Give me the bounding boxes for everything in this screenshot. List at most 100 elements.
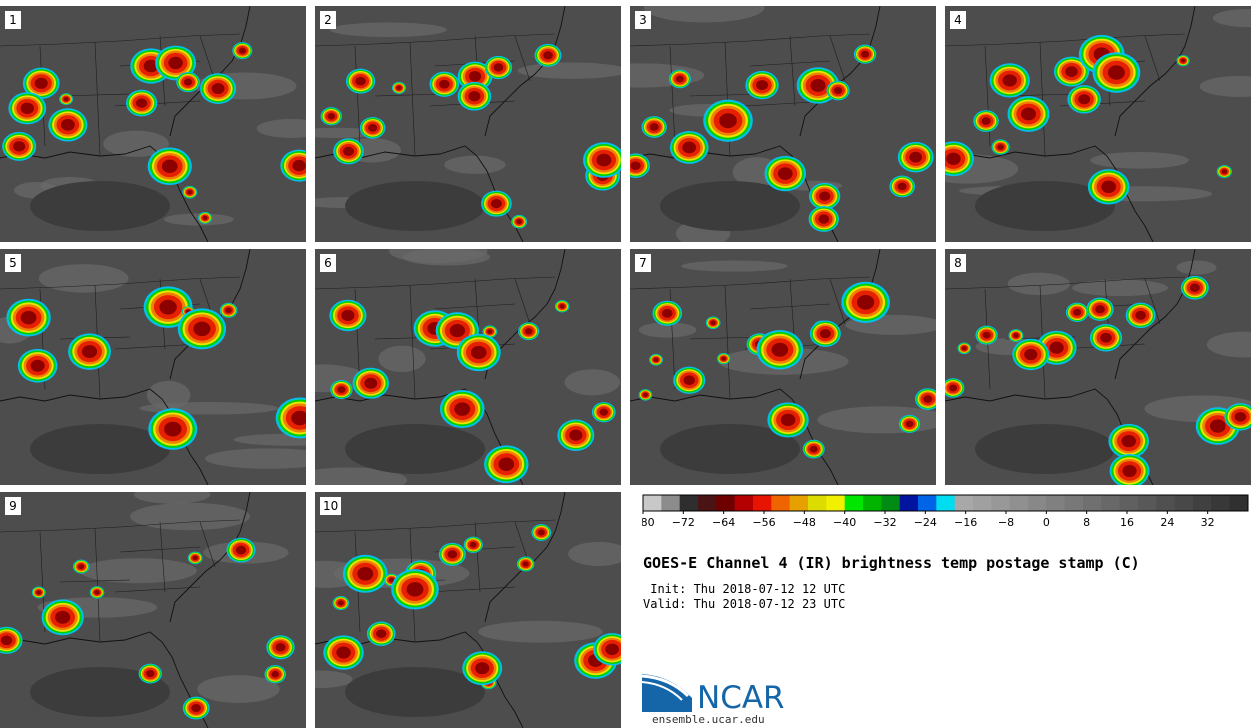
gulf-clear-area <box>30 667 170 717</box>
cloud-cluster <box>1007 96 1050 132</box>
figure-title: GOES-E Channel 4 (IR) brightness temp po… <box>643 554 1140 572</box>
colorbar-tick-label-2: −64 <box>712 516 735 529</box>
panel-number-2: 2 <box>320 11 336 29</box>
cloud-cluster <box>342 554 388 593</box>
cloud-cluster <box>332 596 350 611</box>
colorbar-bin-4 <box>716 495 736 511</box>
colorbar-bin-5 <box>734 495 754 511</box>
colorbar-bin-28 <box>1156 495 1176 511</box>
cloud-cluster <box>147 147 192 186</box>
cloud-cluster <box>630 153 650 178</box>
ir-map-4 <box>945 6 1251 242</box>
cloud-cluster <box>669 130 709 164</box>
cloud-cluster <box>266 635 295 660</box>
cloud-cluster <box>125 89 158 117</box>
ir-map-10 <box>315 492 621 728</box>
cloud-cluster <box>583 142 621 178</box>
cloud-cluster <box>484 445 529 484</box>
stamp-panel-1: 1 <box>0 6 306 242</box>
cloud-cluster <box>72 559 90 574</box>
colorbar-tick-label-13: 24 <box>1160 516 1174 529</box>
cloud-cluster <box>511 214 528 229</box>
cloud-cluster <box>456 333 501 372</box>
cloud-cluster <box>1012 338 1050 371</box>
cloud-cluster <box>1216 165 1232 179</box>
cloud-cluster <box>359 117 386 139</box>
cloud-cluster <box>808 206 839 232</box>
cloud-streak <box>681 260 788 272</box>
gulf-clear-area <box>345 181 485 231</box>
colorbar-bin-20 <box>1009 495 1029 511</box>
cloud-cluster <box>975 325 998 345</box>
colorbar-bin-27 <box>1138 495 1157 511</box>
ir-map-1 <box>0 6 306 242</box>
stamp-panel-6: 6 <box>315 249 621 485</box>
cloud-cluster <box>531 524 552 541</box>
cloud-cluster <box>439 390 485 429</box>
cloud-cluster <box>705 316 721 330</box>
cloud-cluster <box>989 63 1030 98</box>
cloud-cluster <box>462 651 503 686</box>
cloud-cluster <box>17 348 58 383</box>
state-borders <box>945 33 1186 157</box>
cloud-cluster <box>745 70 779 100</box>
cloud-streak <box>630 63 705 88</box>
cloud-cluster <box>1125 302 1156 329</box>
ir-map-2 <box>315 6 621 242</box>
cloud-cluster <box>148 408 198 450</box>
cloud-cluster <box>649 353 663 366</box>
cloud-cluster <box>593 633 621 666</box>
colorbar-bin-0 <box>643 495 662 511</box>
panel-number-4: 4 <box>950 11 966 29</box>
cloud-cluster <box>198 212 212 224</box>
cloud-cluster <box>59 93 74 105</box>
stamp-panel-7: 7 <box>630 249 936 485</box>
cloud-cluster <box>554 300 570 313</box>
stamp-panel-9: 9 <box>0 492 306 728</box>
cloud-streak <box>103 130 169 157</box>
colorbar-tick-label-10: 0 <box>1043 516 1050 529</box>
cloud-cluster <box>1067 85 1101 114</box>
cloud-cluster <box>155 45 197 81</box>
colorbar-bin-26 <box>1119 495 1139 511</box>
cloud-cluster <box>1224 403 1251 431</box>
stamp-panel-4: 4 <box>945 6 1251 242</box>
cloud-cluster <box>391 569 439 610</box>
cloud-cluster <box>182 696 210 720</box>
cloud-cluster <box>199 73 237 104</box>
gulf-clear-area <box>345 424 485 474</box>
cloud-cluster <box>841 281 890 323</box>
colorbar-bin-18 <box>973 495 992 511</box>
cloud-cluster <box>429 71 460 97</box>
cloud-cluster <box>945 141 974 177</box>
cloud-streak <box>564 369 621 396</box>
cloud-cluster <box>809 182 841 210</box>
coastline <box>0 492 251 728</box>
colorbar-bin-8 <box>789 495 809 511</box>
colorbar-tick-label-5: −40 <box>833 516 856 529</box>
cloud-streak <box>315 467 408 485</box>
cloud-cluster <box>1053 56 1090 87</box>
panel-number-1: 1 <box>5 11 21 29</box>
ir-map-5 <box>0 249 306 485</box>
cloud-cluster <box>898 414 921 434</box>
colorbar-border <box>642 494 1249 512</box>
cloud-cluster <box>182 185 198 199</box>
cloud-cluster <box>767 402 809 438</box>
colorbar-bin-31 <box>1211 495 1231 511</box>
panel-number-5: 5 <box>5 254 21 272</box>
cloud-cluster <box>187 551 203 565</box>
cloud-cluster <box>8 92 47 125</box>
cloud-cluster <box>177 308 227 350</box>
cloud-cluster <box>484 55 513 80</box>
ncar-logo-text: NCAR <box>697 680 785 716</box>
cloud-cluster <box>275 397 306 439</box>
panel-number-10: 10 <box>320 497 342 515</box>
colorbar-bin-25 <box>1101 495 1121 511</box>
cloud-cluster <box>391 81 406 94</box>
ir-map-3 <box>630 6 934 242</box>
cloud-cluster <box>264 665 287 684</box>
cloud-streak <box>1199 75 1251 98</box>
colorbar-tick-label-12: 16 <box>1120 516 1134 529</box>
cloud-streak <box>129 502 250 531</box>
